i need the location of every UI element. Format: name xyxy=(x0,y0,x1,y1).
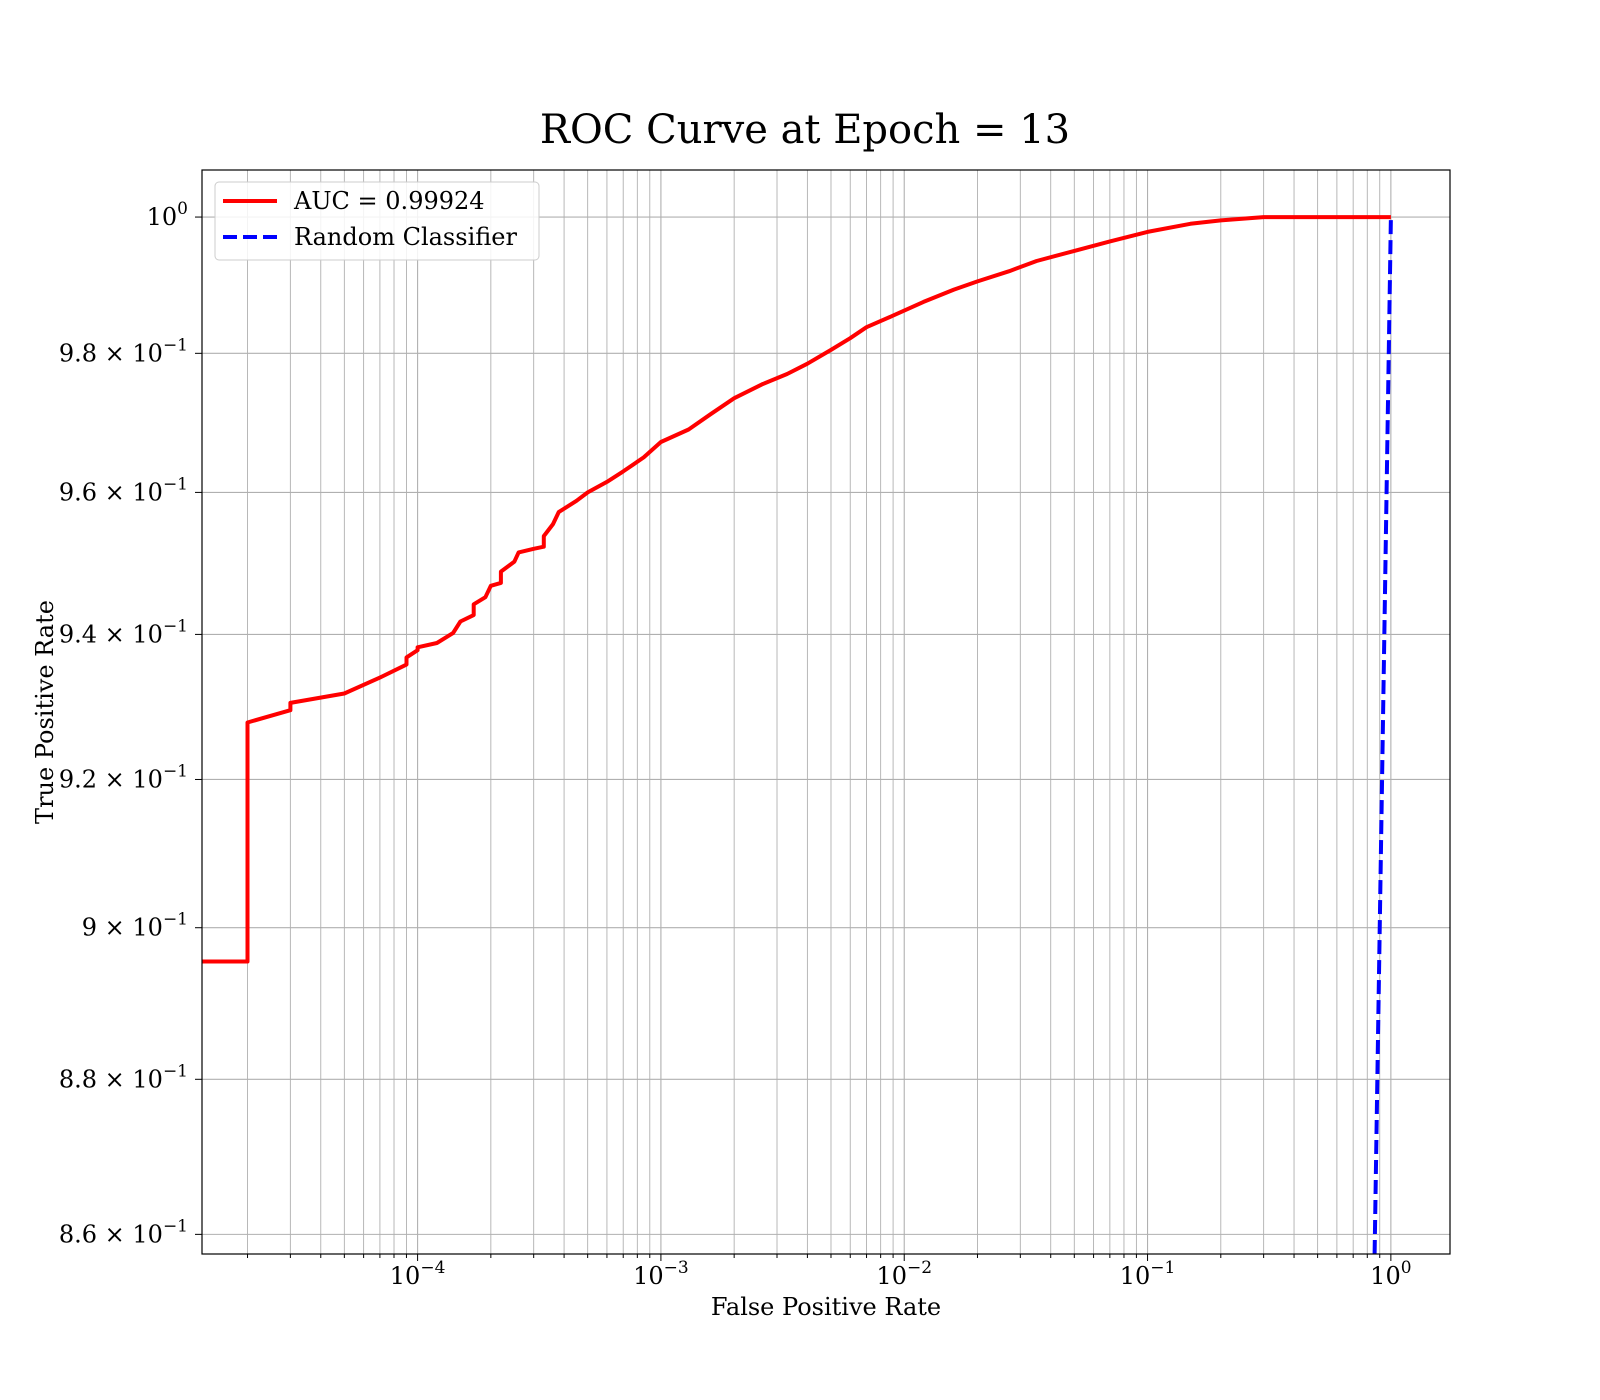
roc-curve-line xyxy=(202,215,1391,964)
random-classifier-line xyxy=(1372,217,1393,1255)
y-tick-label: 9.2 × 10−1 xyxy=(59,761,188,793)
x-tick-label: 10−1 xyxy=(1120,1258,1176,1290)
series-layer xyxy=(202,215,1393,1255)
x-axis-label: False Positive Rate xyxy=(711,1293,941,1321)
legend-label-random: Random Classifier xyxy=(294,223,517,251)
y-tick-label: 9.8 × 10−1 xyxy=(59,335,188,367)
y-tick-label: 9 × 10−1 xyxy=(82,910,188,942)
x-tick-label: 10−2 xyxy=(876,1258,932,1290)
legend: AUC = 0.99924 Random Classifier xyxy=(214,181,540,261)
y-tick-label: 8.8 × 10−1 xyxy=(59,1061,188,1093)
y-tick-label: 8.6 × 10−1 xyxy=(59,1216,188,1248)
legend-box xyxy=(214,181,540,261)
x-tick-label: 100 xyxy=(1370,1258,1411,1290)
y-tick-label: 9.6 × 10−1 xyxy=(59,474,188,506)
x-axis-ticks: 10−4 10−3 10−2 10−1 100 xyxy=(247,1254,1412,1290)
legend-label-auc: AUC = 0.99924 xyxy=(293,187,485,215)
y-axis-label: True Positive Rate xyxy=(31,600,59,824)
x-tick-label: 10−4 xyxy=(390,1258,446,1290)
chart-title: ROC Curve at Epoch = 13 xyxy=(540,107,1070,153)
y-axis-ticks: 100 9.8 × 10−1 9.6 × 10−1 9.4 × 10−1 9.2 × 1… xyxy=(59,199,202,1248)
y-tick-label: 100 xyxy=(147,199,188,231)
plot-frame xyxy=(201,169,1451,1255)
x-tick-label: 10−3 xyxy=(633,1258,689,1290)
grid xyxy=(202,170,1450,1254)
y-tick-label: 9.4 × 10−1 xyxy=(59,616,188,648)
